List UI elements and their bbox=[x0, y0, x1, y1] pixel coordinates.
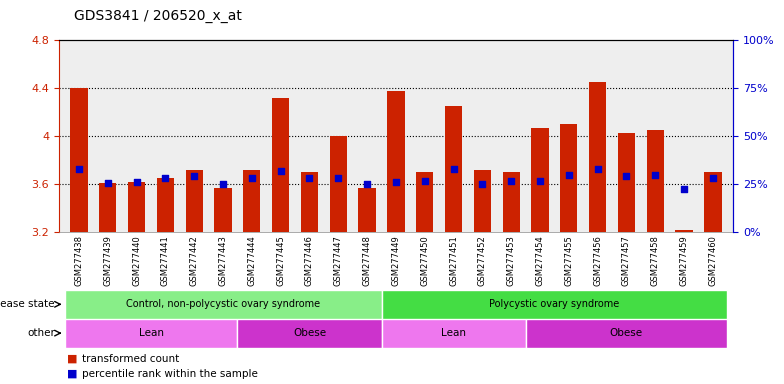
Text: Control, non-polycystic ovary syndrome: Control, non-polycystic ovary syndrome bbox=[126, 299, 320, 310]
Point bbox=[73, 166, 85, 172]
Bar bbox=[560, 124, 578, 232]
Text: Obese: Obese bbox=[610, 328, 643, 338]
Text: Lean: Lean bbox=[139, 328, 164, 338]
Bar bbox=[301, 172, 318, 232]
Point bbox=[448, 166, 460, 172]
Point bbox=[706, 175, 719, 181]
Point bbox=[476, 181, 488, 187]
Bar bbox=[186, 170, 203, 232]
Point bbox=[534, 178, 546, 184]
Bar bbox=[532, 128, 549, 232]
Bar bbox=[382, 290, 728, 319]
Bar bbox=[71, 88, 88, 232]
Text: disease state: disease state bbox=[0, 299, 55, 310]
Text: transformed count: transformed count bbox=[82, 354, 180, 364]
Text: ■: ■ bbox=[67, 354, 77, 364]
Bar bbox=[387, 91, 405, 232]
Bar bbox=[474, 170, 491, 232]
Point bbox=[620, 173, 633, 179]
Point bbox=[245, 175, 258, 181]
Text: percentile rank within the sample: percentile rank within the sample bbox=[82, 369, 258, 379]
Bar bbox=[445, 106, 463, 232]
Point bbox=[188, 173, 201, 179]
Bar bbox=[416, 172, 434, 232]
Point bbox=[649, 172, 662, 178]
Point bbox=[563, 172, 575, 178]
Bar bbox=[618, 133, 635, 232]
Text: ■: ■ bbox=[67, 369, 77, 379]
Text: Polycystic ovary syndrome: Polycystic ovary syndrome bbox=[489, 299, 619, 310]
Text: Obese: Obese bbox=[293, 328, 326, 338]
Point bbox=[130, 179, 143, 185]
Bar bbox=[382, 319, 525, 348]
Bar bbox=[99, 183, 117, 232]
Bar bbox=[272, 98, 289, 232]
Bar bbox=[329, 136, 347, 232]
Bar bbox=[243, 170, 260, 232]
Bar bbox=[503, 172, 520, 232]
Point bbox=[390, 179, 402, 185]
Bar bbox=[358, 188, 376, 232]
Point bbox=[216, 181, 229, 187]
Bar bbox=[214, 188, 232, 232]
Bar bbox=[589, 82, 606, 232]
Bar bbox=[647, 130, 664, 232]
Text: other: other bbox=[27, 328, 55, 338]
Point bbox=[361, 181, 373, 187]
Bar bbox=[238, 319, 382, 348]
Point bbox=[159, 175, 172, 181]
Bar bbox=[157, 178, 174, 232]
Bar bbox=[675, 230, 693, 232]
Point bbox=[505, 178, 517, 184]
Bar bbox=[64, 290, 382, 319]
Point bbox=[332, 175, 344, 181]
Bar bbox=[704, 172, 721, 232]
Point bbox=[303, 175, 316, 181]
Text: GDS3841 / 206520_x_at: GDS3841 / 206520_x_at bbox=[74, 9, 242, 23]
Bar bbox=[128, 182, 145, 232]
Bar bbox=[64, 319, 238, 348]
Bar bbox=[525, 319, 728, 348]
Text: Lean: Lean bbox=[441, 328, 466, 338]
Point bbox=[678, 186, 691, 192]
Point bbox=[591, 166, 604, 172]
Point bbox=[274, 168, 287, 174]
Point bbox=[101, 180, 114, 186]
Point bbox=[419, 178, 431, 184]
